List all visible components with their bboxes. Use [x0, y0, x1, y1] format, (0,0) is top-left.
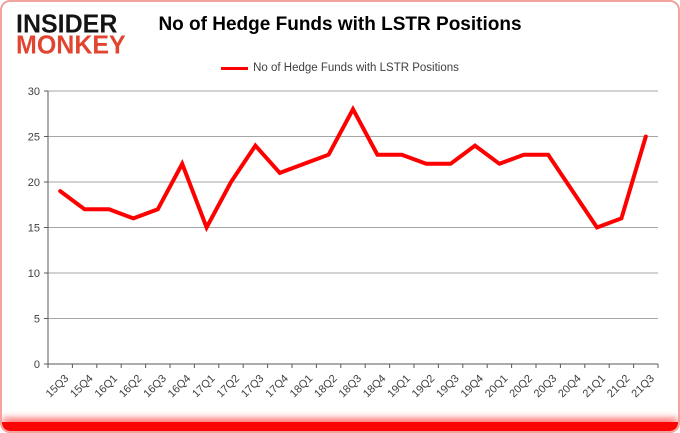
x-axis-tick-label: 20Q4 — [556, 373, 584, 401]
x-axis-tick-label: 18Q4 — [361, 373, 389, 401]
x-axis-tick-label: 15Q3 — [44, 373, 72, 401]
y-axis-tick-label: 10 — [28, 268, 40, 280]
y-axis-tick-label: 30 — [28, 86, 40, 98]
y-axis-tick-label: 25 — [28, 132, 40, 144]
x-axis-tick-label: 15Q4 — [68, 373, 96, 401]
x-axis-tick-label: 20Q1 — [483, 373, 511, 401]
x-axis-tick-label: 16Q3 — [141, 373, 169, 401]
y-axis-tick-label: 15 — [28, 223, 40, 235]
x-axis-tick-label: 17Q3 — [239, 373, 267, 401]
logo-insider-text: INSIDER — [16, 9, 118, 39]
y-axis-tick-label: 20 — [28, 177, 40, 189]
x-axis-tick-label: 21Q3 — [629, 373, 657, 401]
series-line — [58, 104, 648, 233]
x-axis-tick-label: 16Q2 — [117, 373, 145, 401]
x-axis-tick-label: 18Q1 — [288, 373, 316, 401]
x-axis-tick-label: 17Q1 — [190, 373, 218, 401]
x-axis-tick-label: 20Q2 — [507, 373, 535, 401]
x-axis-tick-label: 17Q4 — [263, 373, 291, 401]
legend-label: No of Hedge Funds with LSTR Positions — [253, 62, 459, 74]
chart-legend: No of Hedge Funds with LSTR Positions — [2, 62, 678, 74]
x-axis-tick-label: 18Q3 — [337, 373, 365, 401]
y-axis-tick-label: 0 — [34, 359, 40, 371]
x-axis-tick-label: 16Q4 — [166, 373, 194, 401]
x-axis-tick-label: 17Q2 — [215, 373, 243, 401]
legend-line-swatch — [221, 66, 249, 70]
bottom-red-bar — [2, 422, 678, 431]
y-axis-tick-label: 5 — [34, 314, 40, 326]
x-axis-tick-label: 18Q2 — [312, 373, 340, 401]
x-axis-tick-label: 20Q3 — [532, 373, 560, 401]
x-axis-tick-label: 19Q1 — [385, 373, 413, 401]
x-axis-tick-label: 19Q4 — [459, 373, 487, 401]
logo-monkey-text: MONKEY — [16, 30, 126, 60]
chart-title: No of Hedge Funds with LSTR Positions — [158, 14, 522, 35]
x-axis-tick-label: 21Q2 — [605, 373, 633, 401]
x-axis-tick-label: 16Q1 — [93, 373, 121, 401]
x-axis-tick-label: 19Q2 — [410, 373, 438, 401]
insider-monkey-logo: INSIDER MONKEY — [16, 9, 126, 60]
x-axis-tick-label: 21Q1 — [581, 373, 609, 401]
x-axis-tick-label: 19Q3 — [434, 373, 462, 401]
